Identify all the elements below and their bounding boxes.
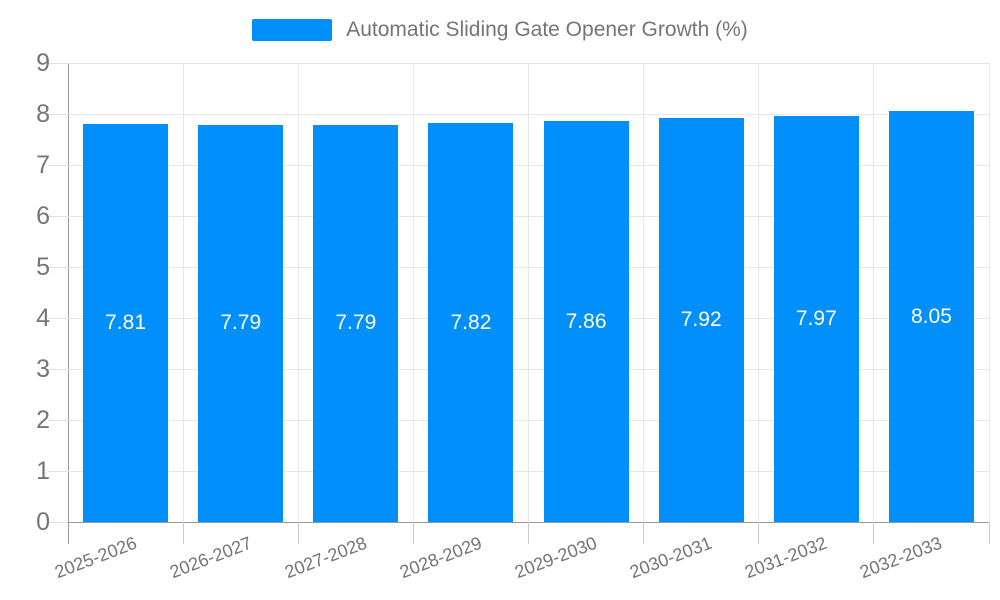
bar[interactable]: 7.79 xyxy=(198,124,284,522)
y-axis-label: 0 xyxy=(36,508,50,536)
bar[interactable]: 7.79 xyxy=(313,124,399,522)
x-axis-tick xyxy=(297,522,299,544)
legend-label: Automatic Sliding Gate Opener Growth (%) xyxy=(346,18,748,41)
y-axis-label: 7 xyxy=(36,151,50,179)
y-axis-tick xyxy=(48,62,68,64)
y-axis-label: 6 xyxy=(36,202,50,230)
v-gridline xyxy=(412,63,414,522)
v-gridline xyxy=(643,63,645,522)
v-gridline xyxy=(758,63,760,522)
v-gridline xyxy=(297,63,299,522)
y-axis-tick xyxy=(48,419,68,421)
bar[interactable]: 7.82 xyxy=(428,123,514,522)
x-axis-tick xyxy=(873,522,875,544)
v-gridline xyxy=(873,63,875,522)
x-axis-tick xyxy=(758,522,760,544)
v-gridline xyxy=(182,63,184,522)
bar-value-label: 7.81 xyxy=(105,310,146,334)
bar-value-label: 8.05 xyxy=(911,304,952,328)
bar[interactable]: 8.05 xyxy=(888,111,974,522)
x-axis-tick xyxy=(988,522,990,544)
bar-value-label: 7.86 xyxy=(565,309,607,333)
legend-swatch[interactable] xyxy=(252,19,333,41)
bar-value-label: 7.79 xyxy=(220,311,262,335)
x-axis-label: 2031-2032 xyxy=(742,532,830,583)
y-axis-tick xyxy=(48,470,68,472)
bar-value-label: 7.97 xyxy=(795,306,837,330)
bar-value-label: 7.92 xyxy=(680,308,722,332)
y-axis-label: 1 xyxy=(36,457,50,485)
y-axis-label: 5 xyxy=(36,253,50,281)
bar[interactable]: 7.86 xyxy=(543,121,629,522)
y-axis-label: 8 xyxy=(36,100,50,128)
v-gridline xyxy=(988,63,990,522)
y-axis-tick xyxy=(48,113,68,115)
bar-value-label: 7.79 xyxy=(335,311,377,335)
x-axis-label: 2025-2026 xyxy=(51,532,140,583)
bar-value-label: 7.82 xyxy=(450,310,492,334)
legend[interactable]: Automatic Sliding Gate Opener Growth (%) xyxy=(0,17,1000,43)
x-axis-label: 2026-2027 xyxy=(166,532,255,583)
y-axis-label: 9 xyxy=(36,49,50,77)
bar[interactable]: 7.92 xyxy=(658,118,744,522)
y-axis-tick xyxy=(48,164,68,166)
y-axis-label: 2 xyxy=(36,406,50,434)
x-axis-label: 2030-2031 xyxy=(627,532,715,583)
y-axis-tick xyxy=(48,521,68,523)
y-axis-tick xyxy=(48,368,68,370)
bar[interactable]: 7.81 xyxy=(83,123,169,522)
y-axis-label: 3 xyxy=(36,355,50,383)
x-axis-label: 2027-2028 xyxy=(281,532,370,583)
x-axis-label: 2032-2033 xyxy=(857,532,946,583)
x-axis-label: 2028-2029 xyxy=(396,532,485,583)
y-axis-tick xyxy=(48,266,68,268)
v-gridline xyxy=(528,63,529,522)
x-axis-tick xyxy=(412,522,414,544)
x-axis-label: 2029-2030 xyxy=(512,532,600,583)
x-axis-tick xyxy=(182,522,184,544)
y-axis-line xyxy=(68,63,69,544)
x-axis-tick xyxy=(528,522,529,544)
y-axis-tick xyxy=(48,317,68,319)
plot-area: 7.81 7.79 7.79 7.82 7.86 7.92 7.97 8.05 xyxy=(48,62,990,544)
bar[interactable]: 7.97 xyxy=(773,115,859,522)
y-axis-label: 4 xyxy=(36,304,50,332)
y-axis-tick xyxy=(48,215,68,217)
x-axis-tick xyxy=(643,522,645,544)
